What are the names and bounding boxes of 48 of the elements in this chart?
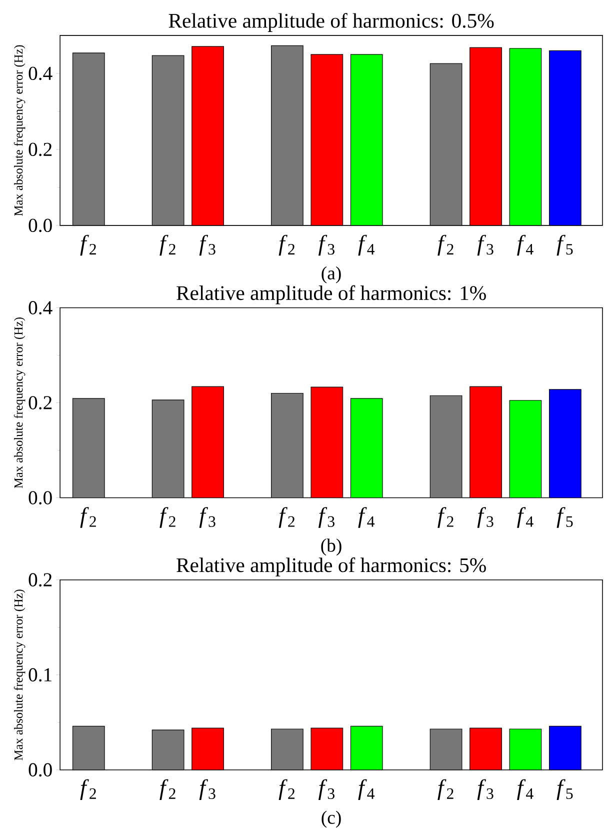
y-tick-label: 0.4 [28,66,52,80]
chart-title: Relative amplitude of harmonics: 1% [176,285,486,304]
y-axis-title: Max absolute frequency error (Hz) [14,590,25,760]
y-tick-label: 0.2 [28,573,52,587]
x-tick-label: f$_{4}$ [358,779,374,800]
x-tick-label: f$_{3}$ [318,234,334,256]
x-tick-label: f$_{2}$ [278,779,294,800]
x-tick-label: f$_{5}$ [556,507,573,528]
x-tick-label: f$_{2}$ [80,779,96,800]
y-tick-label: 0.1 [28,668,52,682]
y-tick-label: 0.2 [28,142,52,156]
x-tick-label: f$_{3}$ [199,779,216,800]
text: (c) [322,810,341,828]
x-tick-label: f$_{4}$ [358,234,374,256]
x-tick-label: f$_{4}$ [516,779,534,800]
x-tick-label: f$_{5}$ [556,234,573,256]
x-tick-label: f$_{2}$ [80,507,96,528]
chart-title: Relative amplitude of harmonics: 0.5% [168,13,494,32]
x-tick-label: f$_{3}$ [199,234,216,256]
y-axis-title: Max absolute frequency error (Hz) [14,318,25,488]
x-tick-label: f$_{4}$ [516,234,534,256]
x-tick-label: f$_{3}$ [477,779,494,800]
x-tick-label: f$_{3}$ [477,507,494,528]
x-tick-label: f$_{5}$ [556,779,573,800]
x-tick-label: f$_{3}$ [199,507,216,528]
x-tick-label: f$_{3}$ [318,779,334,800]
x-tick-label: f$_{4}$ [516,507,534,528]
x-tick-label: f$_{3}$ [477,234,494,256]
x-tick-label: f$_{2}$ [159,507,176,528]
text: (a) [322,266,341,284]
x-tick-label: f$_{2}$ [159,234,176,256]
y-tick-label: 0.0 [28,491,52,504]
y-axis-title: Max absolute frequency error (Hz) [14,45,25,216]
chart-title: Relative amplitude of harmonics: 5% [176,557,486,576]
x-tick-label: f$_{2}$ [159,779,176,800]
y-tick-label: 0.0 [28,763,52,777]
y-tick-label: 0.4 [28,301,52,314]
x-tick-label: f$_{2}$ [278,234,294,256]
text: (b) [320,538,342,556]
x-tick-label: f$_{3}$ [318,507,334,528]
x-tick-label: f$_{4}$ [358,507,374,528]
x-tick-label: f$_{2}$ [437,779,454,800]
y-tick-label: 0.2 [28,396,52,410]
x-tick-label: f$_{2}$ [437,507,454,528]
x-tick-label: f$_{2}$ [278,507,294,528]
x-tick-label: f$_{2}$ [80,234,96,256]
y-tick-label: 0.0 [28,218,52,232]
x-tick-label: f$_{2}$ [437,234,454,256]
